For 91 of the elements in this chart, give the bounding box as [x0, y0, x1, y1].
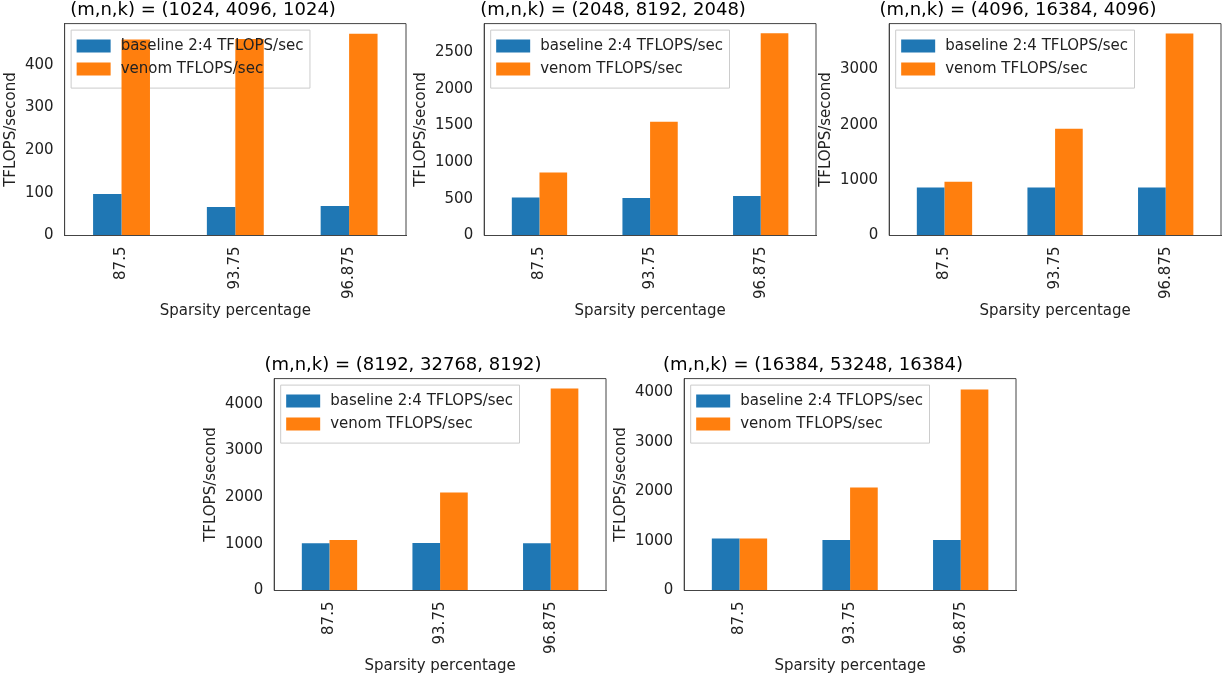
bar [206, 206, 236, 236]
x-axis-title: Sparsity percentage [774, 655, 926, 674]
y-tick-label: 2000 [434, 78, 474, 97]
y-tick-label: 1000 [434, 152, 474, 171]
bar [739, 538, 768, 591]
chart-title: (m,n,k) = (16384, 53248, 16384) [662, 353, 964, 375]
bar [320, 206, 350, 236]
y-tick-label: 200 [24, 139, 54, 158]
y-axis-title: TFLOPS/second [610, 427, 629, 543]
y-tick-label: 3000 [634, 431, 674, 450]
y-axis-title: TFLOPS/second [815, 72, 834, 188]
chart-title: (m,n,k) = (2048, 8192, 2048) [480, 0, 746, 20]
bar [1165, 33, 1194, 236]
bar [916, 187, 945, 236]
x-tick-label: 93.75 [839, 601, 858, 645]
bar [1055, 128, 1083, 236]
x-tick-label: 96.875 [339, 246, 357, 300]
bar [622, 198, 651, 236]
y-tick-label: 1500 [434, 115, 474, 134]
x-tick-label: 93.75 [225, 246, 244, 290]
legend-label: venom TFLOPS/sec [740, 414, 883, 433]
y-axis-title: TFLOPS/second [200, 427, 219, 543]
legend-label: baseline 2:4 TFLOPS/sec [540, 36, 724, 55]
y-tick-label: 500 [444, 188, 474, 207]
bar [539, 172, 568, 236]
y-tick-label: 2000 [839, 114, 879, 133]
x-tick-label: 87.5 [934, 246, 953, 280]
bar [711, 538, 740, 591]
bar [944, 181, 973, 236]
y-tick-label: 0 [44, 225, 54, 244]
bar [440, 492, 468, 591]
y-tick-label: 2500 [434, 42, 474, 61]
y-tick-label: 0 [253, 580, 264, 599]
y-tick-label: 3000 [839, 59, 879, 78]
bar [1138, 187, 1166, 236]
bar [822, 540, 851, 591]
legend-label: venom TFLOPS/sec [330, 414, 473, 433]
bar [760, 33, 789, 236]
y-axis-title: TFLOPS/second [410, 72, 429, 188]
x-tick-label: 87.5 [111, 246, 130, 280]
x-tick-label: 93.75 [1044, 246, 1063, 290]
y-tick-label: 300 [24, 97, 54, 116]
legend-label: baseline 2:4 TFLOPS/sec [945, 36, 1129, 55]
legend-label: venom TFLOPS/sec [540, 59, 683, 78]
x-tick-label: 96.875 [1155, 246, 1174, 300]
x-tick-label: 87.5 [529, 246, 548, 280]
bar [960, 389, 989, 591]
y-tick-label: 0 [663, 580, 674, 599]
bar [349, 33, 378, 236]
y-tick-label: 400 [24, 54, 54, 73]
chart-title: (m,n,k) = (8192, 32768, 8192) [264, 353, 542, 375]
bar [1027, 187, 1056, 236]
y-tick-label: 3000 [224, 440, 264, 459]
x-tick-label: 96.875 [540, 601, 559, 655]
y-axis-title: TFLOPS/second [0, 72, 19, 188]
y-tick-label: 1000 [634, 530, 674, 549]
y-tick-label: 0 [868, 225, 879, 244]
x-axis-title: Sparsity percentage [574, 300, 726, 319]
bar [933, 540, 961, 591]
bar [550, 388, 579, 591]
y-tick-label: 2000 [634, 481, 674, 500]
legend-label: baseline 2:4 TFLOPS/sec [740, 391, 924, 410]
bar [511, 197, 540, 236]
x-tick-label: 87.5 [319, 601, 338, 635]
bar [301, 543, 330, 591]
x-axis-title: Sparsity percentage [364, 655, 516, 674]
y-tick-label: 4000 [224, 393, 264, 412]
chart-title: (m,n,k) = (4096, 16384, 4096) [879, 0, 1157, 20]
bar [93, 194, 122, 236]
x-axis-title: Sparsity percentage [159, 300, 311, 319]
bar [733, 195, 761, 236]
bar [523, 543, 551, 591]
x-tick-label: 96.875 [750, 246, 769, 300]
x-tick-label: 96.875 [950, 601, 969, 655]
y-tick-label: 100 [24, 182, 54, 201]
bar [412, 542, 441, 591]
legend-label: venom TFLOPS/sec [945, 59, 1088, 78]
bar [850, 487, 878, 591]
y-tick-label: 0 [463, 225, 474, 244]
bar [650, 121, 678, 236]
legend-label: baseline 2:4 TFLOPS/sec [330, 391, 514, 410]
y-tick-label: 4000 [634, 382, 674, 401]
y-tick-label: 2000 [224, 487, 264, 506]
x-tick-label: 87.5 [729, 601, 748, 635]
x-tick-label: 93.75 [429, 601, 448, 645]
bar [329, 540, 358, 591]
y-tick-label: 1000 [224, 533, 264, 552]
x-axis-title: Sparsity percentage [979, 300, 1131, 319]
x-tick-label: 93.75 [639, 246, 658, 290]
y-tick-label: 1000 [839, 170, 879, 189]
chart-title: (m,n,k) = (1024, 4096, 1024) [70, 0, 336, 20]
